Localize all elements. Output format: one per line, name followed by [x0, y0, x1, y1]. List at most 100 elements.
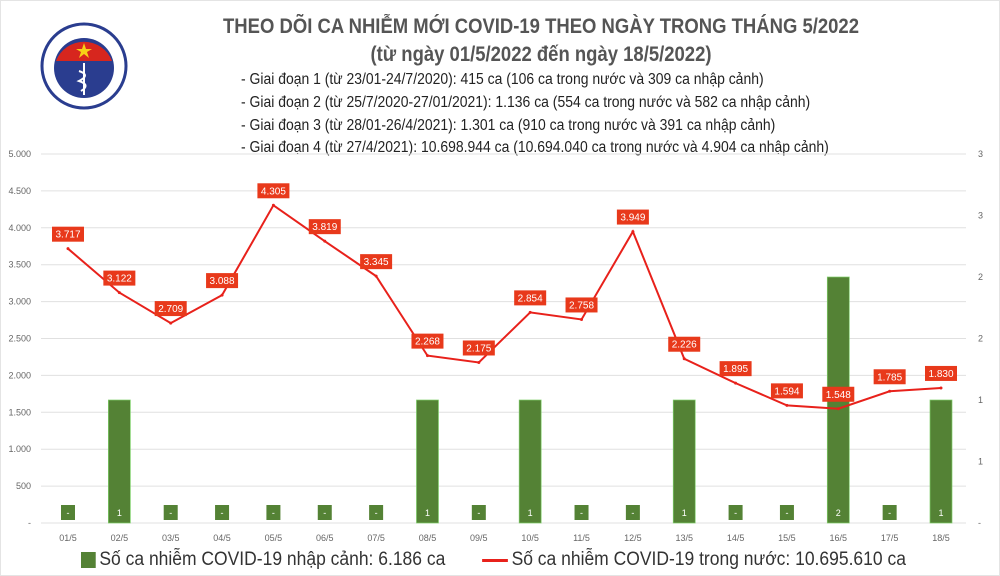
bar-data-label: 1 — [117, 508, 122, 518]
phase-3: - Giai đoạn 3 (từ 28/01-26/4/2021): 1.30… — [241, 117, 776, 134]
line-label-box — [257, 183, 290, 199]
line-point — [939, 386, 943, 390]
line-label-box — [822, 386, 855, 402]
line-point — [836, 407, 840, 411]
bar-label-box — [779, 505, 794, 520]
line-data-label: 2.175 — [466, 343, 491, 354]
bar — [518, 399, 542, 524]
left-tick-label: 1.000 — [8, 444, 31, 454]
line-point — [66, 247, 70, 251]
line-data-label: 1.594 — [774, 386, 799, 397]
line-point — [220, 293, 224, 297]
left-tick-label: 5.000 — [8, 149, 31, 159]
bar-label-box — [882, 505, 897, 520]
right-tick-label: 1 — [978, 457, 983, 467]
x-tick-label: 05/5 — [265, 533, 283, 543]
bar-label-box — [471, 505, 486, 520]
legend-line-swatch — [482, 558, 508, 562]
bar-data-label: - — [734, 508, 737, 518]
x-tick-label: 03/5 — [162, 533, 180, 543]
line-point — [271, 203, 275, 207]
ministry-of-health-logo — [40, 22, 128, 110]
bar-label-box — [163, 505, 178, 520]
right-tick-label: 2 — [978, 334, 983, 344]
bar-data-label: 1 — [425, 508, 430, 518]
bar-label-box — [61, 505, 75, 520]
line-point — [580, 317, 584, 321]
line-label-box — [719, 361, 752, 377]
bar-label-box — [266, 505, 281, 520]
x-tick-label: 08/5 — [419, 533, 437, 543]
line-point — [528, 310, 532, 314]
bar — [929, 399, 953, 524]
bar-data-label: - — [580, 508, 583, 518]
line-point — [374, 274, 378, 278]
bar-data-label: 1 — [938, 508, 943, 518]
line-data-label: 2.758 — [569, 300, 594, 311]
legend-bar-swatch — [81, 552, 96, 568]
bar-data-label: - — [67, 508, 70, 518]
x-tick-label: 11/5 — [573, 533, 590, 543]
line-label-box — [565, 297, 598, 313]
bar-data-label: - — [477, 508, 480, 518]
bar-data-label: - — [323, 508, 326, 518]
bar-label-box — [625, 505, 640, 520]
bar-label-box — [728, 505, 743, 520]
line-label-box — [308, 219, 341, 235]
line-label-box — [411, 333, 444, 349]
line-data-label: 1.548 — [826, 390, 851, 401]
bar-label-box — [215, 505, 230, 520]
legend-line-label: Số ca nhiễm COVID-19 trong nước: 10.695.… — [511, 549, 906, 570]
line-data-label: 1.785 — [877, 372, 902, 383]
x-tick-label: 15/5 — [778, 533, 796, 543]
bar-label-box — [934, 505, 948, 520]
line-data-label: 3.088 — [210, 276, 235, 287]
chart-subtitle: (từ ngày 01/5/2022 đến ngày 18/5/2022) — [370, 43, 712, 66]
line-label-box — [103, 270, 136, 286]
line-label-box — [668, 336, 701, 352]
bar — [672, 399, 696, 524]
right-tick-label: 3 — [978, 211, 983, 221]
left-tick-label: 3.000 — [8, 297, 31, 307]
line-data-label: 1.895 — [723, 364, 748, 375]
right-tick-label: 1 — [978, 395, 983, 405]
x-tick-label: 09/5 — [470, 533, 488, 543]
line-data-label: 3.717 — [55, 230, 80, 241]
x-tick-label: 17/5 — [881, 533, 899, 543]
x-tick-label: 14/5 — [727, 533, 745, 543]
line-data-label: 2.268 — [415, 337, 440, 348]
line-data-label: 3.345 — [364, 257, 389, 268]
line-data-label: 3.819 — [312, 222, 337, 233]
right-tick-label: 3 — [978, 149, 983, 159]
x-tick-label: 01/5 — [59, 533, 77, 543]
left-tick-label: 500 — [16, 481, 31, 491]
line-point — [169, 321, 173, 325]
bar-data-label: - — [272, 508, 275, 518]
bar-label-box — [420, 505, 435, 520]
left-tick-label: 4.500 — [8, 186, 31, 196]
x-tick-label: 18/5 — [932, 533, 950, 543]
line-label-box — [52, 226, 84, 242]
line-data-label: 2.709 — [158, 304, 183, 315]
bar — [416, 399, 439, 524]
line-data-label: 4.305 — [261, 186, 286, 197]
left-tick-label: 2.500 — [8, 334, 31, 344]
line-label-box — [616, 209, 649, 225]
bar-data-label: - — [375, 508, 378, 518]
bar-label-box — [369, 505, 384, 520]
left-tick-label: - — [28, 518, 31, 528]
left-tick-label: 1.500 — [8, 407, 31, 417]
bar-data-label: 1 — [528, 508, 533, 518]
bar-label-box — [523, 505, 538, 520]
line-label-box — [154, 301, 187, 317]
bar-data-label: - — [169, 508, 172, 518]
bar-label-box — [574, 505, 589, 520]
bar-data-label: - — [888, 508, 891, 518]
left-tick-label: 4.000 — [8, 223, 31, 233]
x-tick-label: 16/5 — [830, 533, 848, 543]
line-point — [888, 389, 892, 393]
bar-label-box — [317, 505, 332, 520]
x-tick-label: 07/5 — [367, 533, 385, 543]
line-label-box — [770, 383, 803, 399]
